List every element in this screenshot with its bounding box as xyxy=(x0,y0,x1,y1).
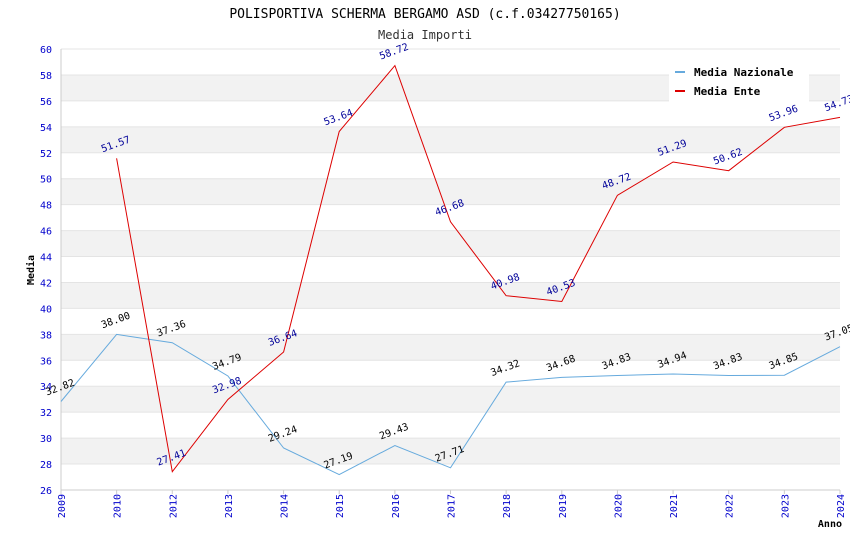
x-tick-label: 2013 xyxy=(224,494,235,518)
data-label: 58.72 xyxy=(378,42,410,63)
grid-band xyxy=(61,334,840,361)
y-axis-label: Media xyxy=(25,255,37,285)
y-tick-label: 34 xyxy=(40,382,52,393)
y-tick-label: 40 xyxy=(40,304,52,315)
y-tick-label: 28 xyxy=(40,460,52,471)
grid-band xyxy=(61,386,840,413)
axes xyxy=(60,49,840,491)
x-tick-label: 2014 xyxy=(280,494,291,518)
y-tick-label: 26 xyxy=(40,486,52,497)
y-tick-label: 50 xyxy=(40,175,52,186)
x-tick-label: 2016 xyxy=(391,494,402,518)
data-label: 38.00 xyxy=(100,311,132,332)
series-lines xyxy=(60,64,841,476)
x-tick-label: 2020 xyxy=(613,494,624,518)
x-tick-label: 2015 xyxy=(335,494,346,518)
series-line-2 xyxy=(116,64,841,473)
x-tick-label: 2009 xyxy=(57,494,68,518)
y-tick-label: 30 xyxy=(40,434,52,445)
grid-band xyxy=(61,126,840,153)
x-tick-label: 2010 xyxy=(113,494,124,518)
y-axis-ticks: 26 28 30 32 34 36 38 40 42 44 46 48 50 52 54 56 58 60 xyxy=(40,45,52,497)
y-tick-label: 36 xyxy=(40,356,52,367)
legend-box xyxy=(669,60,809,102)
y-tick-label: 58 xyxy=(40,71,52,82)
x-axis-ticks: 2009 2010 2012 2013 2014 2015 2016 2017 2018 2019… xyxy=(57,490,847,518)
legend-label: Media Ente xyxy=(694,85,761,98)
legend: Media Nazionale Media Ente xyxy=(669,60,809,102)
grid-band xyxy=(61,230,840,257)
x-axis-label: Anno xyxy=(818,519,842,530)
y-tick-label: 56 xyxy=(40,97,52,108)
x-tick-label: 2019 xyxy=(558,494,569,518)
x-tick-label: 2023 xyxy=(780,494,791,518)
chart-subtitle: Media Importi xyxy=(378,28,472,42)
x-tick-label: 2012 xyxy=(168,494,179,518)
x-tick-label: 2022 xyxy=(725,494,736,518)
y-tick-label: 60 xyxy=(40,45,52,56)
y-tick-label: 48 xyxy=(40,201,52,212)
series-line-1 xyxy=(60,333,841,476)
grid-band xyxy=(61,282,840,309)
grid-bands xyxy=(61,48,840,491)
legend-label: Media Nazionale xyxy=(694,66,794,79)
x-tick-label: 2024 xyxy=(836,494,847,518)
x-tick-label: 2021 xyxy=(669,494,680,518)
y-tick-label: 52 xyxy=(40,149,52,160)
y-tick-label: 32 xyxy=(40,408,52,419)
y-tick-label: 54 xyxy=(40,123,52,134)
data-label: 34.32 xyxy=(489,358,521,379)
chart-title: POLISPORTIVA SCHERMA BERGAMO ASD (c.f.03… xyxy=(229,7,620,22)
grid-band xyxy=(61,178,840,205)
y-tick-label: 46 xyxy=(40,227,52,238)
y-tick-label: 42 xyxy=(40,278,52,289)
x-tick-label: 2017 xyxy=(447,494,458,518)
x-tick-label: 2018 xyxy=(502,494,513,518)
y-tick-label: 44 xyxy=(40,253,52,264)
data-label: 53.96 xyxy=(768,104,800,125)
grid-band xyxy=(61,438,840,465)
data-label: 53.64 xyxy=(322,108,354,129)
y-tick-label: 38 xyxy=(40,330,52,341)
